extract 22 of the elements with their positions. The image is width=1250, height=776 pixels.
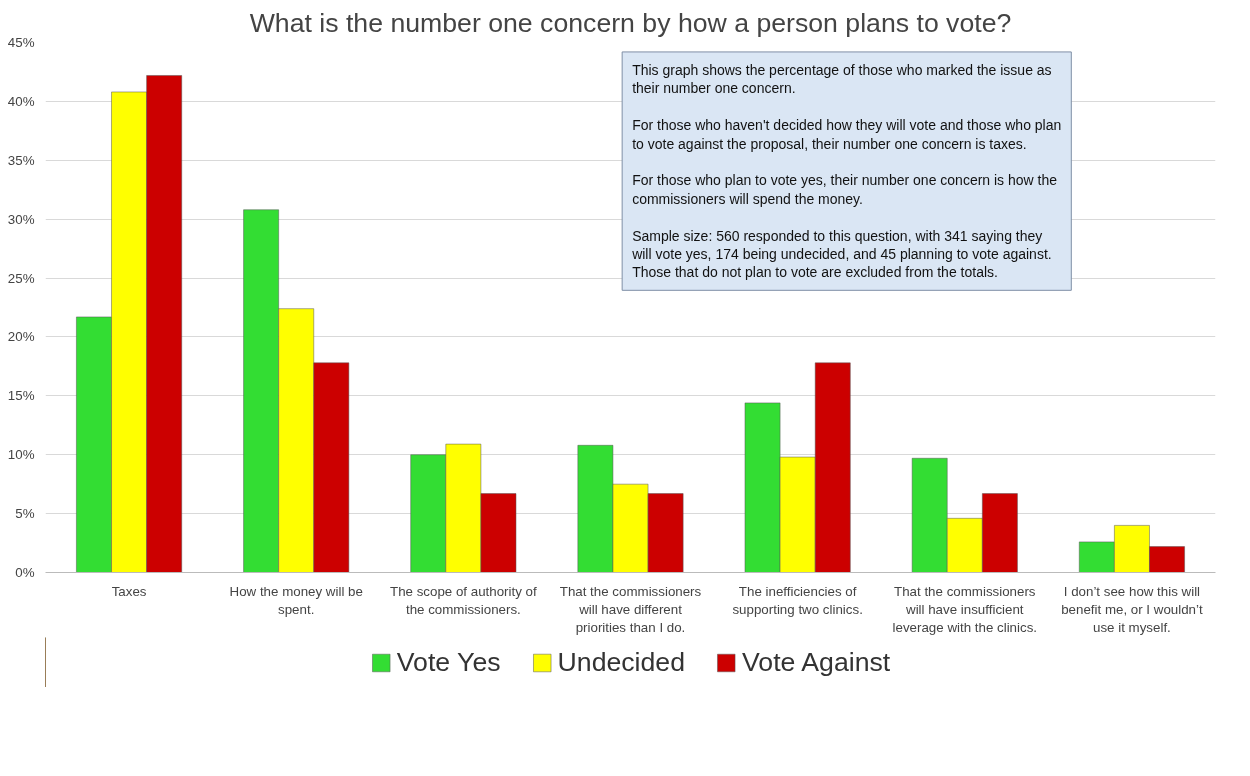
- y-tick-label: 20%: [7, 329, 35, 345]
- y-tick-label: 30%: [7, 211, 35, 227]
- x-tick-label: The scope of authority of the commissioners.: [390, 583, 537, 617]
- y-tick-label: 45%: [7, 35, 35, 50]
- x-tick-label: Taxes: [111, 583, 147, 599]
- text: This graph shows the percentage of those who marked the issue as their number one concern. For those who haven't decided how they will vote and those who plan to vote against the proposal, their number one concern is taxes. For those who plan to vote yes, their number one concern is how the commissioners will spend the money. Sample size: 560 responded to this question, with 341 saying they will vote yes, 174 being undecided, and 45 planning to vote against. Those that do not plan to vote are excluded from the totals.: [632, 61, 1062, 281]
- x-tick-label: That the commissioners will have insufficient leverage with the clinics.: [892, 583, 1038, 635]
- chart-title: What is the number one concern by how a person plans to vote?: [249, 7, 1012, 38]
- y-tick-label: 0%: [15, 565, 35, 580]
- legend-label: Undecided: [557, 646, 686, 678]
- legend-label: Vote Yes: [396, 646, 501, 678]
- y-tick-label: 15%: [7, 388, 35, 404]
- x-tick-label: That the commissioners will have different priorities than I do.: [559, 583, 702, 635]
- x-tick-label: I don’t see how this will benefit me, or I wouldn’t use it myself.: [1061, 583, 1203, 635]
- y-tick-label: 5%: [15, 506, 35, 522]
- y-tick-label: 40%: [7, 93, 35, 109]
- x-tick-label: The inefficiencies of supporting two clinics.: [732, 583, 863, 617]
- y-tick-label: 10%: [7, 447, 35, 463]
- y-tick-label: 25%: [7, 270, 35, 286]
- x-tick-label: How the money will be spent.: [229, 583, 363, 617]
- y-tick-label: 35%: [7, 152, 35, 168]
- legend-label: Vote Against: [742, 646, 891, 678]
